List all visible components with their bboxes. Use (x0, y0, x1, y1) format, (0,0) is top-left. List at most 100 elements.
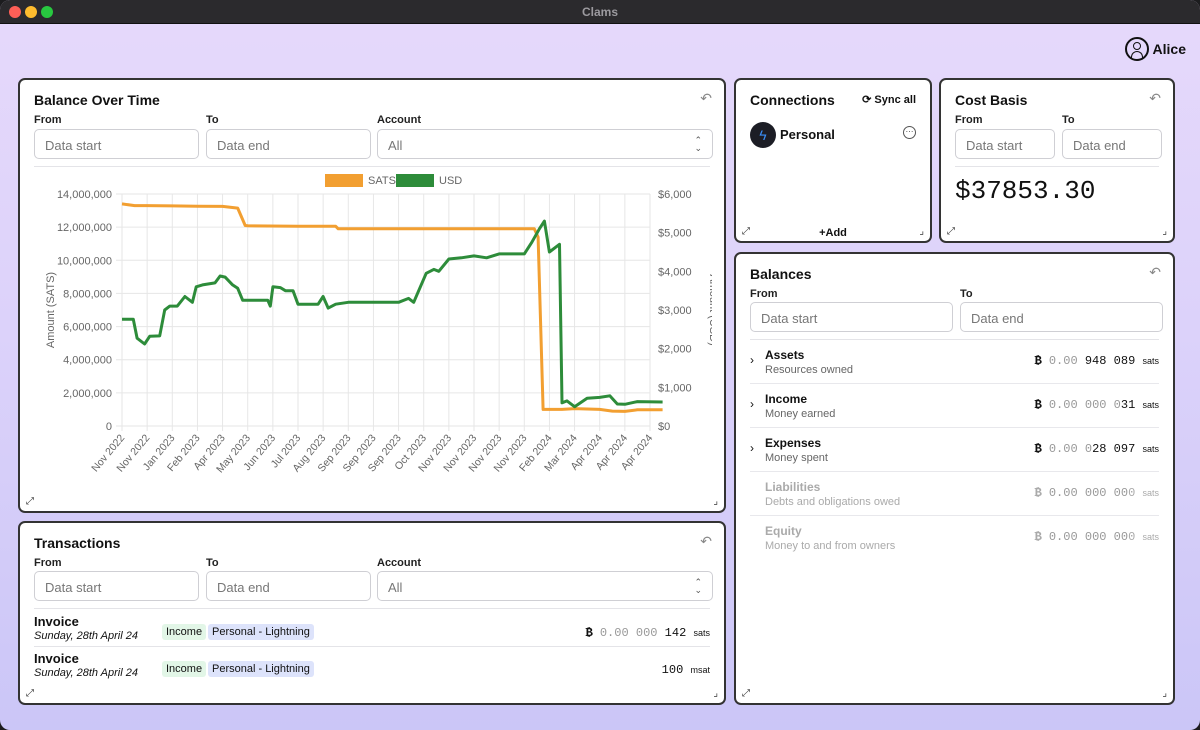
account-select[interactable]: All ⌃ ⌄ (377, 571, 713, 601)
from-date-input[interactable]: Data start (955, 129, 1055, 159)
series-line-sats (121, 202, 663, 413)
connections-panel: Connections ⟳ Sync all ϟ Personal ⋯ +Add… (734, 78, 932, 243)
transaction-row[interactable]: Invoice Sunday, 28th April 24 Income Per… (34, 614, 710, 650)
balance-amount: ₿ 0.00 028 097 sats (1034, 442, 1159, 456)
resize-handle-icon[interactable]: ⌟ (1162, 688, 1167, 699)
account-label: Account (377, 557, 421, 569)
user-avatar-icon (1124, 37, 1149, 61)
chevron-right-icon[interactable]: › (750, 441, 754, 455)
to-label: To (206, 114, 219, 126)
balance-row-liabilities: Liabilities Debts and obligations owed ₿… (750, 472, 1159, 516)
bitcoin-icon: ₿ (1034, 530, 1042, 544)
bitcoin-icon: ₿ (585, 626, 593, 640)
from-date-input[interactable]: Data start (750, 302, 953, 332)
transaction-row[interactable]: Invoice Sunday, 28th April 24 Income Per… (34, 651, 710, 687)
lightning-icon: ϟ (750, 122, 776, 148)
resize-handle-icon[interactable]: ⌟ (713, 688, 718, 699)
balance-amount: ₿ 0.00 948 089 sats (1034, 354, 1159, 368)
y-tick-label-left: 10,000,000 (57, 255, 112, 267)
to-label: To (960, 288, 973, 300)
type-badge: Income (162, 661, 207, 677)
y-tick-label-left: 4,000,000 (63, 355, 112, 367)
y-tick-label-right: $4,000 (658, 266, 692, 278)
bitcoin-icon: ₿ (1034, 354, 1042, 368)
from-label: From (34, 114, 62, 126)
balance-over-time-panel: Balance Over Time ↶ From Data start To D… (18, 78, 726, 513)
expand-icon[interactable]: ⤢ (26, 688, 34, 699)
plus-icon: + (819, 227, 826, 239)
balance-amount: ₿ 0.00 000 031 sats (1034, 398, 1159, 412)
transaction-date: Sunday, 28th April 24 (34, 667, 138, 679)
from-date-input[interactable]: Data start (34, 571, 199, 601)
y-tick-label-left: 14,000,000 (57, 189, 112, 201)
zoom-window-button[interactable] (41, 6, 53, 18)
divider (750, 339, 1159, 340)
resize-handle-icon[interactable]: ⌟ (713, 496, 718, 507)
expand-icon[interactable]: ⤢ (742, 226, 750, 237)
balance-amount: ₿ 0.00 000 000 sats (1034, 486, 1159, 500)
from-label: From (955, 114, 983, 126)
title-bar: Clams (0, 0, 1200, 24)
expand-icon[interactable]: ⤢ (26, 496, 34, 507)
bitcoin-icon: ₿ (1034, 442, 1042, 456)
bitcoin-icon: ₿ (1034, 486, 1042, 500)
to-date-input[interactable]: Data end (206, 129, 371, 159)
reset-icon[interactable]: ↶ (700, 533, 712, 549)
y-tick-label-left: 0 (106, 421, 112, 433)
to-label: To (206, 557, 219, 569)
connection-name[interactable]: Personal (780, 127, 835, 142)
panel-title: Transactions (34, 535, 121, 551)
transaction-amount: ₿ 0.00 000 142 sats (585, 626, 710, 640)
sync-all-button[interactable]: ⟳ Sync all (862, 94, 916, 106)
user-name: Alice (1152, 41, 1186, 57)
to-date-input[interactable]: Data end (206, 571, 371, 601)
transaction-amount: 100 msat (661, 663, 710, 677)
divider (34, 166, 710, 167)
more-options-icon[interactable]: ⋯ (903, 126, 916, 139)
reset-icon[interactable]: ↶ (1149, 264, 1161, 280)
chevron-right-icon[interactable]: › (750, 397, 754, 411)
balance-row-expenses[interactable]: › Expenses Money spent ₿ 0.00 028 097 sa… (750, 428, 1159, 472)
add-connection-button[interactable]: +Add (819, 227, 847, 239)
expand-icon[interactable]: ⤢ (742, 688, 750, 699)
close-window-button[interactable] (9, 6, 21, 18)
legend-label: USD (439, 175, 462, 187)
from-date-input[interactable]: Data start (34, 129, 199, 159)
transaction-date: Sunday, 28th April 24 (34, 630, 138, 642)
y-tick-label-right: $6,000 (658, 189, 692, 201)
to-date-input[interactable]: Data end (960, 302, 1163, 332)
resize-handle-icon[interactable]: ⌟ (919, 226, 924, 237)
expand-icon[interactable]: ⤢ (947, 226, 955, 237)
legend-label: SATS (368, 175, 396, 187)
chevron-right-icon[interactable]: › (750, 353, 754, 367)
bitcoin-icon: ₿ (1034, 398, 1042, 412)
balance-row-assets[interactable]: › Assets Resources owned ₿ 0.00 948 089 … (750, 340, 1159, 384)
account-select-value: All (388, 580, 403, 595)
y-tick-label-left: 8,000,000 (63, 288, 112, 300)
account-select[interactable]: All ⌃ ⌄ (377, 129, 713, 159)
panel-title: Connections (750, 92, 835, 108)
divider (34, 646, 710, 647)
reset-icon[interactable]: ↶ (700, 90, 712, 106)
reset-icon[interactable]: ↶ (1149, 90, 1161, 106)
from-label: From (750, 288, 778, 300)
y-axis-label-right: Amount (USD) (707, 274, 712, 346)
resize-handle-icon[interactable]: ⌟ (1162, 226, 1167, 237)
balance-row-equity: Equity Money to and from owners ₿ 0.00 0… (765, 524, 1159, 552)
type-badge: Income (162, 624, 207, 640)
chevron-updown-icon: ⌃ ⌄ (694, 577, 702, 595)
balance-row-income[interactable]: › Income Money earned ₿ 0.00 000 031 sat… (750, 384, 1159, 428)
account-select-value: All (388, 138, 403, 153)
user-menu[interactable]: Alice (1124, 37, 1186, 61)
divider (955, 166, 1159, 167)
account-badge: Personal - Lightning (208, 661, 314, 677)
account-badge: Personal - Lightning (208, 624, 314, 640)
minimize-window-button[interactable] (25, 6, 37, 18)
chevron-updown-icon: ⌃ ⌄ (694, 135, 702, 153)
panel-title: Balance Over Time (34, 92, 160, 108)
to-date-input[interactable]: Data end (1062, 129, 1162, 159)
y-axis-label-left: Amount (SATS) (45, 272, 57, 348)
y-tick-label-right: $3,000 (658, 305, 692, 317)
refresh-icon: ⟳ (862, 94, 872, 106)
